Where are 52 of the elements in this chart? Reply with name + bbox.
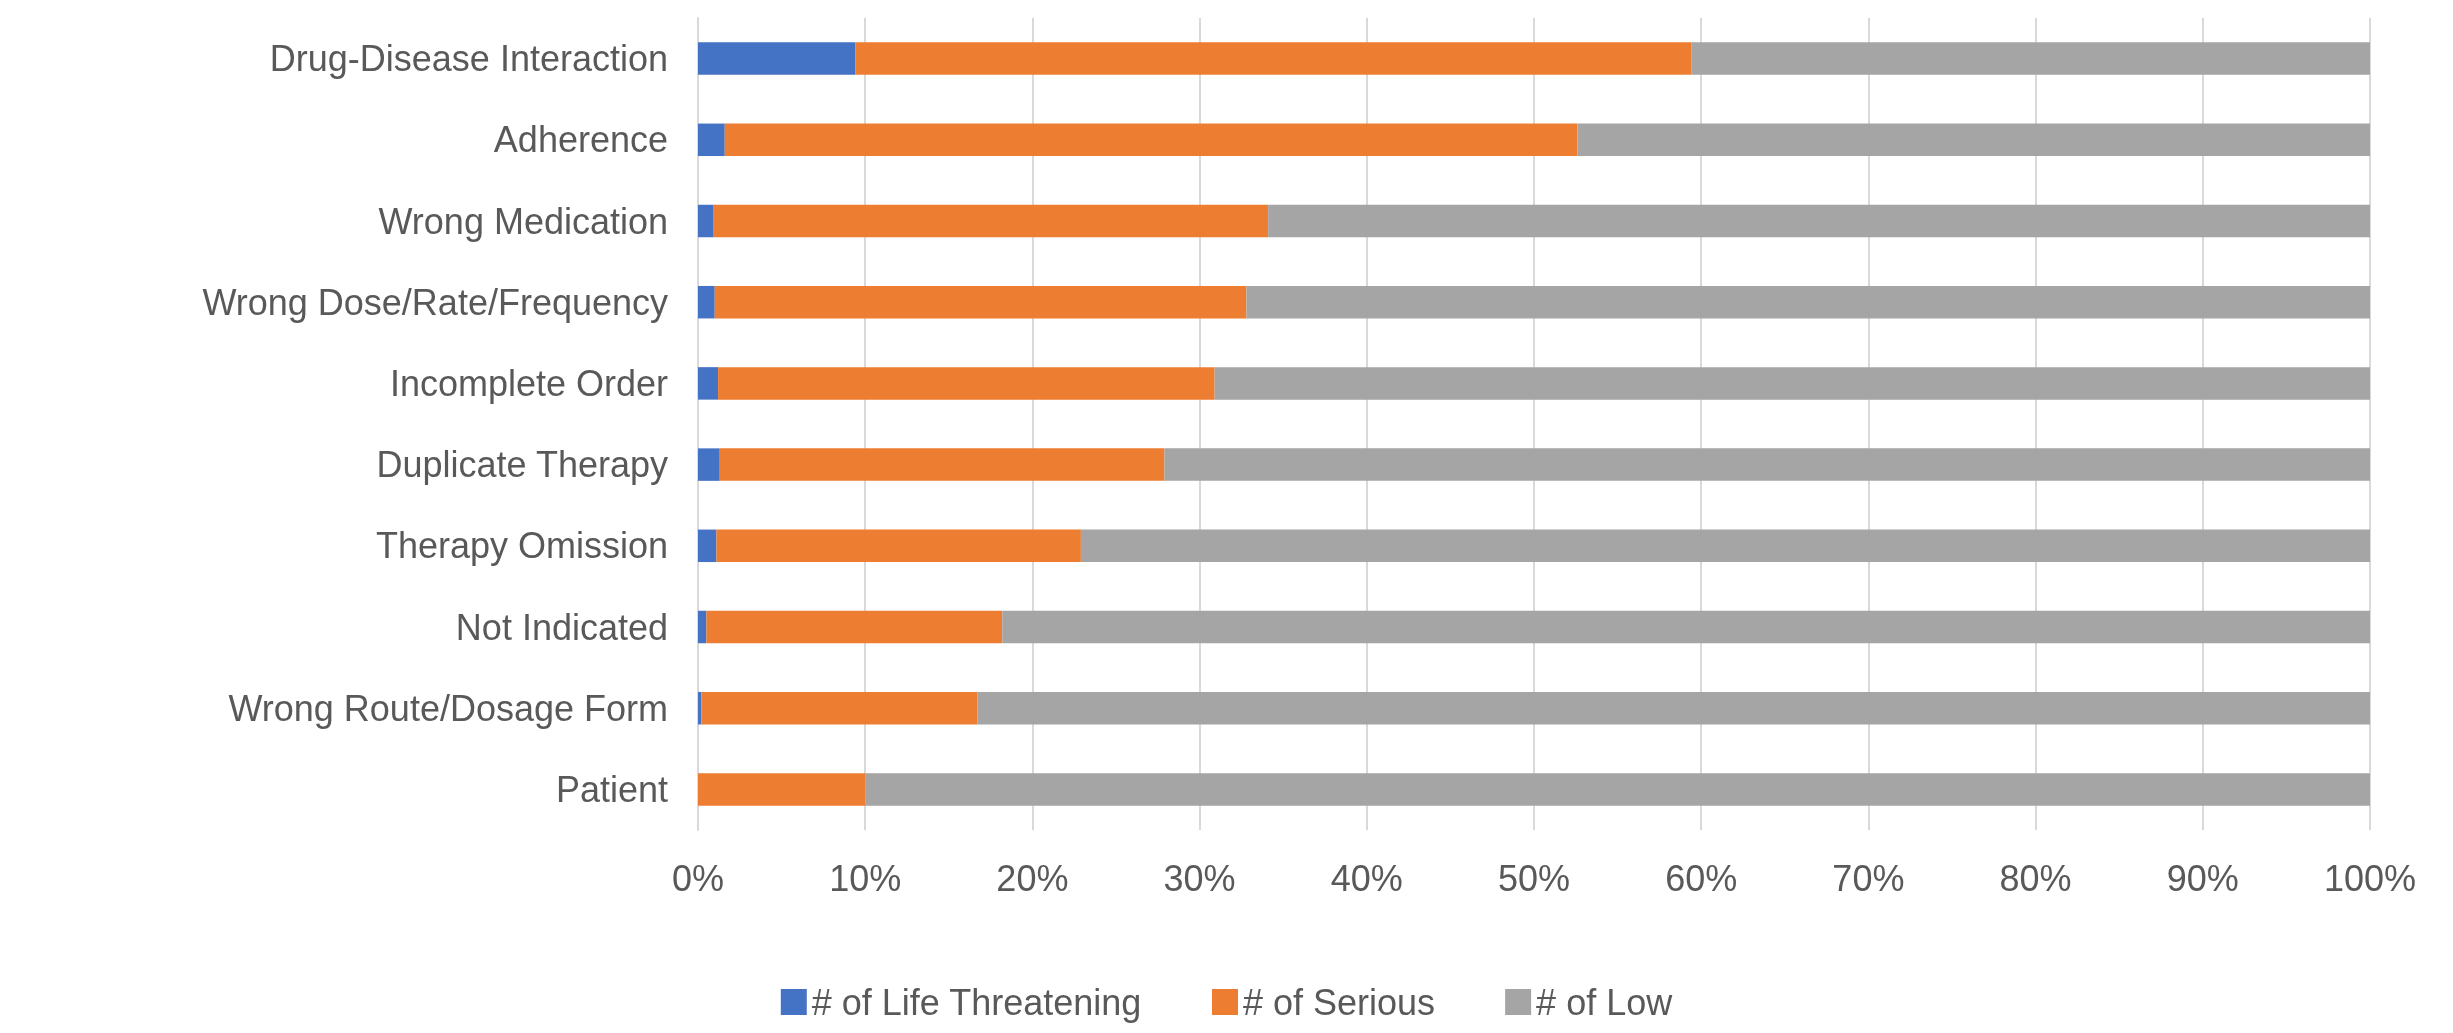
bar	[1002, 610, 2370, 644]
y-tick-label: Patient	[555, 768, 668, 810]
y-tick-label: Adherence	[493, 119, 668, 161]
bar	[698, 204, 714, 238]
x-tick-label: 30%	[1163, 857, 1236, 899]
bar	[701, 691, 978, 725]
legend-label: # of Life Threatening	[811, 981, 1142, 1023]
x-tick-label: 100%	[2323, 857, 2417, 899]
bar	[1268, 204, 2370, 238]
bar	[714, 285, 1247, 319]
bar	[713, 204, 1269, 238]
bar	[698, 448, 720, 481]
y-tick-label: Drug-Disease Interaction	[269, 38, 668, 80]
x-tick-label: 80%	[1999, 857, 2072, 899]
y-tick-label: Wrong Dose/Rate/Frequency	[202, 281, 668, 323]
bar	[698, 529, 717, 563]
bar	[716, 529, 1081, 563]
x-tick-label: 40%	[1330, 857, 1403, 899]
y-tick-label: Incomplete Order	[389, 362, 669, 404]
y-tick-label: Wrong Medication	[378, 200, 668, 242]
bar	[719, 448, 1165, 481]
bar	[977, 691, 2370, 725]
x-tick-label: 0%	[671, 857, 725, 899]
y-tick-label: Not Indicated	[455, 606, 668, 648]
bar	[698, 42, 856, 75]
bar	[1577, 123, 2370, 157]
bar	[1214, 367, 2370, 400]
y-tick-label: Duplicate Therapy	[376, 444, 668, 486]
x-tick-label: 50%	[1497, 857, 1571, 899]
bar	[698, 123, 725, 157]
x-tick-label: 10%	[829, 857, 902, 899]
bar	[855, 42, 1692, 75]
bar	[698, 367, 719, 400]
bar	[698, 773, 866, 806]
legend-label: # of Low	[1536, 981, 1674, 1023]
x-tick-label: 70%	[1832, 857, 1905, 899]
bar	[1691, 42, 2370, 75]
bar	[865, 773, 2370, 806]
bar	[718, 367, 1215, 400]
bar	[1080, 529, 2370, 563]
bar	[1164, 448, 2370, 481]
bar	[698, 285, 715, 319]
bar	[706, 610, 1003, 644]
y-tick-label: Therapy Omission	[375, 525, 668, 567]
bar	[724, 123, 1578, 157]
bar	[698, 610, 707, 644]
legend-label: # of Serious	[1243, 981, 1436, 1023]
bar	[1246, 285, 2370, 319]
x-tick-label: 60%	[1665, 857, 1738, 899]
x-tick-label: 20%	[996, 857, 1069, 899]
y-tick-label: Wrong Route/Dosage Form	[228, 687, 668, 729]
x-tick-label: 90%	[2166, 857, 2239, 899]
